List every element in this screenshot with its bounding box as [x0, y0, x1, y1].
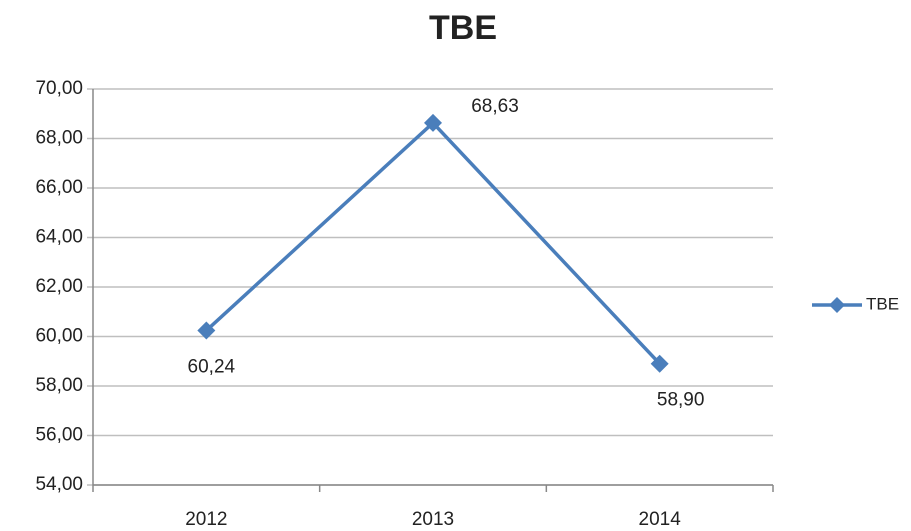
- legend-marker: [829, 297, 845, 313]
- chart-title: TBE: [429, 9, 497, 47]
- data-label: 68,63: [471, 96, 519, 117]
- y-tick-label: 66,00: [35, 177, 83, 198]
- marker: [424, 113, 442, 132]
- y-tick-label: 60,00: [35, 326, 83, 347]
- line: [205, 120, 661, 365]
- marker: [650, 354, 669, 373]
- x-tick-label: 2013: [412, 509, 454, 530]
- y-tick-label: 54,00: [35, 474, 83, 495]
- data-label: 60,24: [188, 357, 236, 378]
- y-tick-label: 56,00: [35, 425, 83, 446]
- marker: [197, 321, 216, 340]
- y-tick-label: 62,00: [35, 276, 83, 297]
- x-tick-label: 2014: [639, 509, 682, 530]
- y-tick-label: 64,00: [35, 227, 83, 248]
- x-tick-label: 2012: [185, 509, 227, 530]
- y-tick-label: 58,00: [35, 375, 83, 396]
- legend-label: TBE: [866, 294, 899, 313]
- y-tick-label: 68,00: [35, 128, 83, 149]
- data-label: 58,90: [657, 390, 705, 411]
- y-tick-label: 70,00: [35, 78, 83, 99]
